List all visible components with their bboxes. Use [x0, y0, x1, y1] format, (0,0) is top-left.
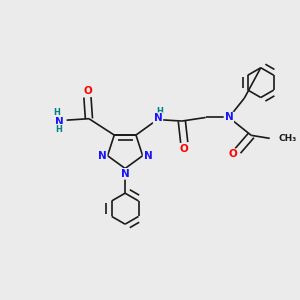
Text: CH₃: CH₃ — [278, 134, 296, 143]
Text: N: N — [144, 151, 152, 161]
Text: N: N — [121, 169, 130, 179]
Text: N: N — [98, 151, 106, 161]
Text: N: N — [224, 112, 233, 122]
Text: H: H — [56, 124, 63, 134]
Text: N: N — [55, 117, 64, 127]
Text: O: O — [228, 149, 237, 159]
Text: H: H — [156, 107, 163, 116]
Text: H: H — [54, 108, 61, 117]
Text: O: O — [180, 144, 189, 154]
Text: N: N — [154, 113, 162, 123]
Text: O: O — [83, 86, 92, 96]
